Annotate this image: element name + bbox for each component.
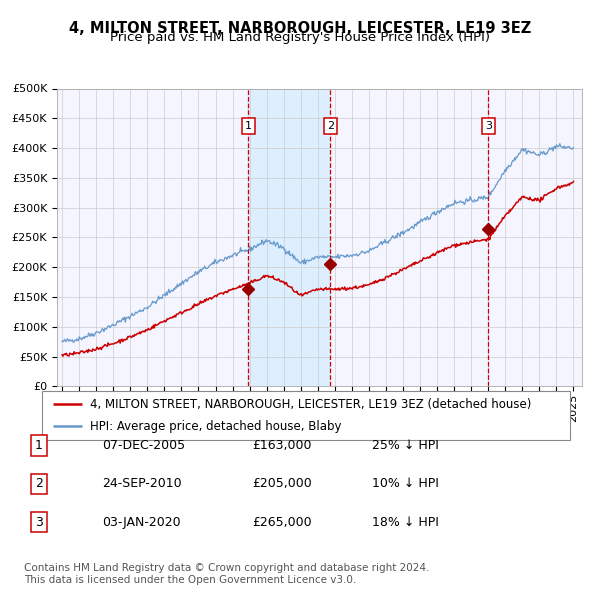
Bar [248,88,330,386]
Text: 2: 2 [326,121,334,131]
Text: £265,000: £265,000 [252,516,311,529]
Text: HPI: Average price, detached house, Blaby: HPI: Average price, detached house, Blab… [89,420,341,433]
Text: 3: 3 [35,516,43,529]
Text: Price paid vs. HM Land Registry's House Price Index (HPI): Price paid vs. HM Land Registry's House … [110,31,490,44]
Text: 18% ↓ HPI: 18% ↓ HPI [372,516,439,529]
Text: 03-JAN-2020: 03-JAN-2020 [102,516,181,529]
Text: 4, MILTON STREET, NARBOROUGH, LEICESTER, LE19 3EZ (detached house): 4, MILTON STREET, NARBOROUGH, LEICESTER,… [89,398,531,411]
Text: 2: 2 [35,477,43,490]
Text: £163,000: £163,000 [252,439,311,452]
Text: £205,000: £205,000 [252,477,312,490]
Text: 25% ↓ HPI: 25% ↓ HPI [372,439,439,452]
Text: 24-SEP-2010: 24-SEP-2010 [102,477,182,490]
Text: 3: 3 [485,121,492,131]
Text: This data is licensed under the Open Government Licence v3.0.: This data is licensed under the Open Gov… [24,575,356,585]
Text: 1: 1 [245,121,252,131]
Text: 07-DEC-2005: 07-DEC-2005 [102,439,185,452]
Text: 10% ↓ HPI: 10% ↓ HPI [372,477,439,490]
Text: Contains HM Land Registry data © Crown copyright and database right 2024.: Contains HM Land Registry data © Crown c… [24,563,430,573]
Text: 1: 1 [35,439,43,452]
Text: 4, MILTON STREET, NARBOROUGH, LEICESTER, LE19 3EZ: 4, MILTON STREET, NARBOROUGH, LEICESTER,… [69,21,531,35]
